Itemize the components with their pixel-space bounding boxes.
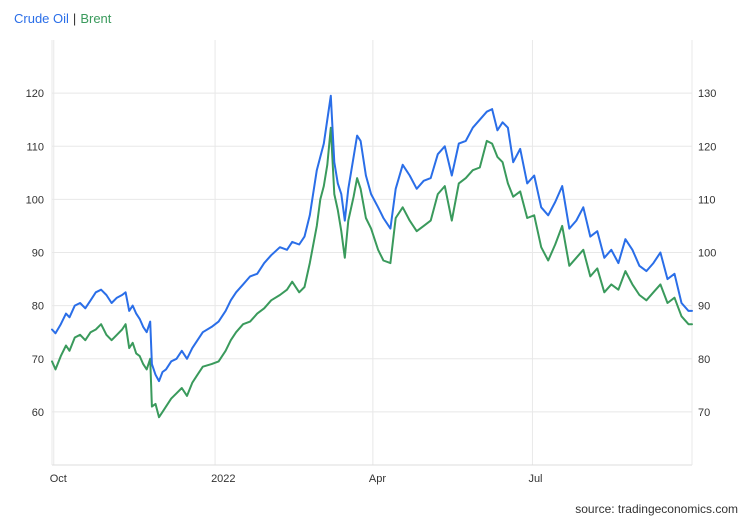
y-right-tick-label: 110: [698, 194, 716, 206]
y-left-tick-label: 60: [32, 407, 44, 419]
y-left-tick-label: 100: [26, 194, 44, 206]
y-left-tick-label: 80: [32, 301, 44, 313]
series-line-brent[interactable]: [51, 126, 693, 419]
x-tick-label: Oct: [50, 473, 67, 485]
chart-legend: Crude Oil | Brent: [14, 11, 111, 26]
series-line-crude-oil[interactable]: [51, 94, 693, 383]
y-left-tick-label: 120: [26, 88, 44, 100]
y-left-tick-label: 70: [32, 354, 44, 366]
grid-lines: [52, 40, 692, 465]
legend-brent[interactable]: Brent: [80, 11, 112, 26]
x-tick-label: 2022: [211, 473, 235, 485]
y-right-tick-label: 100: [698, 248, 716, 260]
y-right-tick-label: 70: [698, 407, 710, 419]
y-right-tick-label: 80: [698, 354, 710, 366]
y-right-tick-label: 130: [698, 88, 716, 100]
y-left-tick-label: 110: [26, 141, 44, 153]
source-attribution[interactable]: source: tradingeconomics.com: [575, 502, 738, 516]
y-left-tick-label: 90: [32, 248, 44, 260]
x-tick-label: Apr: [369, 473, 386, 485]
legend-crude-oil[interactable]: Crude Oil: [14, 11, 69, 26]
legend-separator: |: [72, 11, 77, 26]
axes: [51, 40, 693, 466]
series-lines: [51, 94, 693, 419]
x-tick-label: Jul: [528, 473, 542, 485]
y-right-tick-label: 90: [698, 301, 710, 313]
tick-labels: 60 70 80 90 100 110 120 70 80 90 100 110 120 130 Oct 20…: [26, 88, 717, 485]
y-right-tick-label: 120: [698, 141, 716, 153]
